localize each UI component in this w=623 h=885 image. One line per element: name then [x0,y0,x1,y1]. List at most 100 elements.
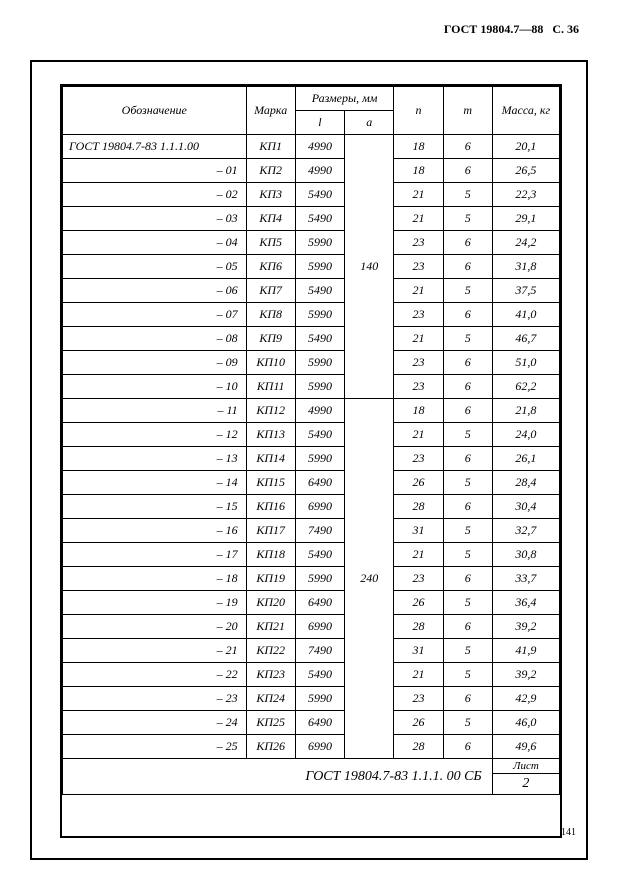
th-m: m [443,87,492,135]
cell-m: 6 [443,687,492,711]
cell-m: 6 [443,375,492,399]
cell-n: 23 [394,231,443,255]
cell-designation: – 03 [63,207,247,231]
cell-n: 23 [394,351,443,375]
cell-marka: КП6 [246,255,295,279]
th-mass: Масса, кг [492,87,559,135]
cell-m: 5 [443,639,492,663]
cell-n: 26 [394,471,443,495]
cell-m: 5 [443,423,492,447]
cell-n: 21 [394,663,443,687]
cell-n: 28 [394,495,443,519]
cell-n: 23 [394,375,443,399]
cell-n: 21 [394,327,443,351]
cell-m: 6 [443,399,492,423]
cell-m: 5 [443,327,492,351]
cell-marka: КП11 [246,375,295,399]
cell-mass: 39,2 [492,615,559,639]
cell-l: 5490 [295,543,344,567]
cell-marka: КП5 [246,231,295,255]
cell-l: 6990 [295,615,344,639]
cell-designation: – 12 [63,423,247,447]
footer-list: Лист 2 [492,759,559,795]
table-row: – 20КП21699028639,2 [63,615,560,639]
cell-m: 5 [443,663,492,687]
cell-designation: – 10 [63,375,247,399]
cell-m: 5 [443,711,492,735]
cell-m: 6 [443,231,492,255]
cell-marka: КП18 [246,543,295,567]
table-row: ГОСТ 19804.7-83 1.1.1.00КП1499014018620,… [63,135,560,159]
cell-designation: – 17 [63,543,247,567]
cell-m: 6 [443,567,492,591]
cell-designation: – 18 [63,567,247,591]
cell-m: 6 [443,255,492,279]
cell-n: 18 [394,135,443,159]
cell-n: 23 [394,567,443,591]
cell-designation: – 09 [63,351,247,375]
cell-marka: КП22 [246,639,295,663]
cell-mass: 26,5 [492,159,559,183]
table-row: – 23КП24599023642,9 [63,687,560,711]
cell-marka: КП3 [246,183,295,207]
cell-marka: КП4 [246,207,295,231]
cell-marka: КП26 [246,735,295,759]
table-row: – 13КП14599023626,1 [63,447,560,471]
cell-marka: КП7 [246,279,295,303]
cell-l: 5490 [295,279,344,303]
table-foot: ГОСТ 19804.7-83 1.1.1. 00 СБ Лист 2 [63,759,560,795]
cell-m: 5 [443,183,492,207]
cell-mass: 26,1 [492,447,559,471]
cell-mass: 24,0 [492,423,559,447]
cell-mass: 21,8 [492,399,559,423]
cell-l: 5490 [295,423,344,447]
table-row: – 15КП16699028630,4 [63,495,560,519]
table-row: – 21КП22749031541,9 [63,639,560,663]
cell-m: 5 [443,543,492,567]
table-row: – 08КП9549021546,7 [63,327,560,351]
cell-designation: – 05 [63,255,247,279]
cell-l: 5990 [295,231,344,255]
cell-n: 28 [394,735,443,759]
cell-mass: 36,4 [492,591,559,615]
page-number: 141 [561,827,576,838]
table-row: – 05КП6599023631,8 [63,255,560,279]
cell-mass: 20,1 [492,135,559,159]
cell-designation: – 15 [63,495,247,519]
cell-l: 5990 [295,567,344,591]
cell-n: 23 [394,447,443,471]
cell-l: 5990 [295,447,344,471]
cell-m: 5 [443,519,492,543]
th-marka: Марка [246,87,295,135]
cell-mass: 30,4 [492,495,559,519]
cell-mass: 51,0 [492,351,559,375]
cell-l: 5490 [295,327,344,351]
cell-designation: – 11 [63,399,247,423]
cell-mass: 42,9 [492,687,559,711]
cell-marka: КП15 [246,471,295,495]
cell-designation: – 22 [63,663,247,687]
table-row: – 25КП26699028649,6 [63,735,560,759]
table-row: – 04КП5599023624,2 [63,231,560,255]
table-row: – 01КП2499018626,5 [63,159,560,183]
cell-m: 5 [443,207,492,231]
cell-marka: КП24 [246,687,295,711]
cell-n: 21 [394,423,443,447]
cell-m: 6 [443,303,492,327]
header-standard: ГОСТ 19804.7—88 [444,22,544,36]
cell-m: 6 [443,447,492,471]
cell-mass: 31,8 [492,255,559,279]
cell-designation: – 14 [63,471,247,495]
cell-mass: 49,6 [492,735,559,759]
table-row: – 06КП7549021537,5 [63,279,560,303]
cell-m: 6 [443,351,492,375]
cell-designation: – 06 [63,279,247,303]
table-row: – 18КП19599023633,7 [63,567,560,591]
cell-marka: КП10 [246,351,295,375]
cell-n: 26 [394,591,443,615]
table-row: – 03КП4549021529,1 [63,207,560,231]
cell-m: 6 [443,615,492,639]
footer-list-label: Лист [493,759,559,774]
cell-m: 5 [443,279,492,303]
cell-n: 28 [394,615,443,639]
